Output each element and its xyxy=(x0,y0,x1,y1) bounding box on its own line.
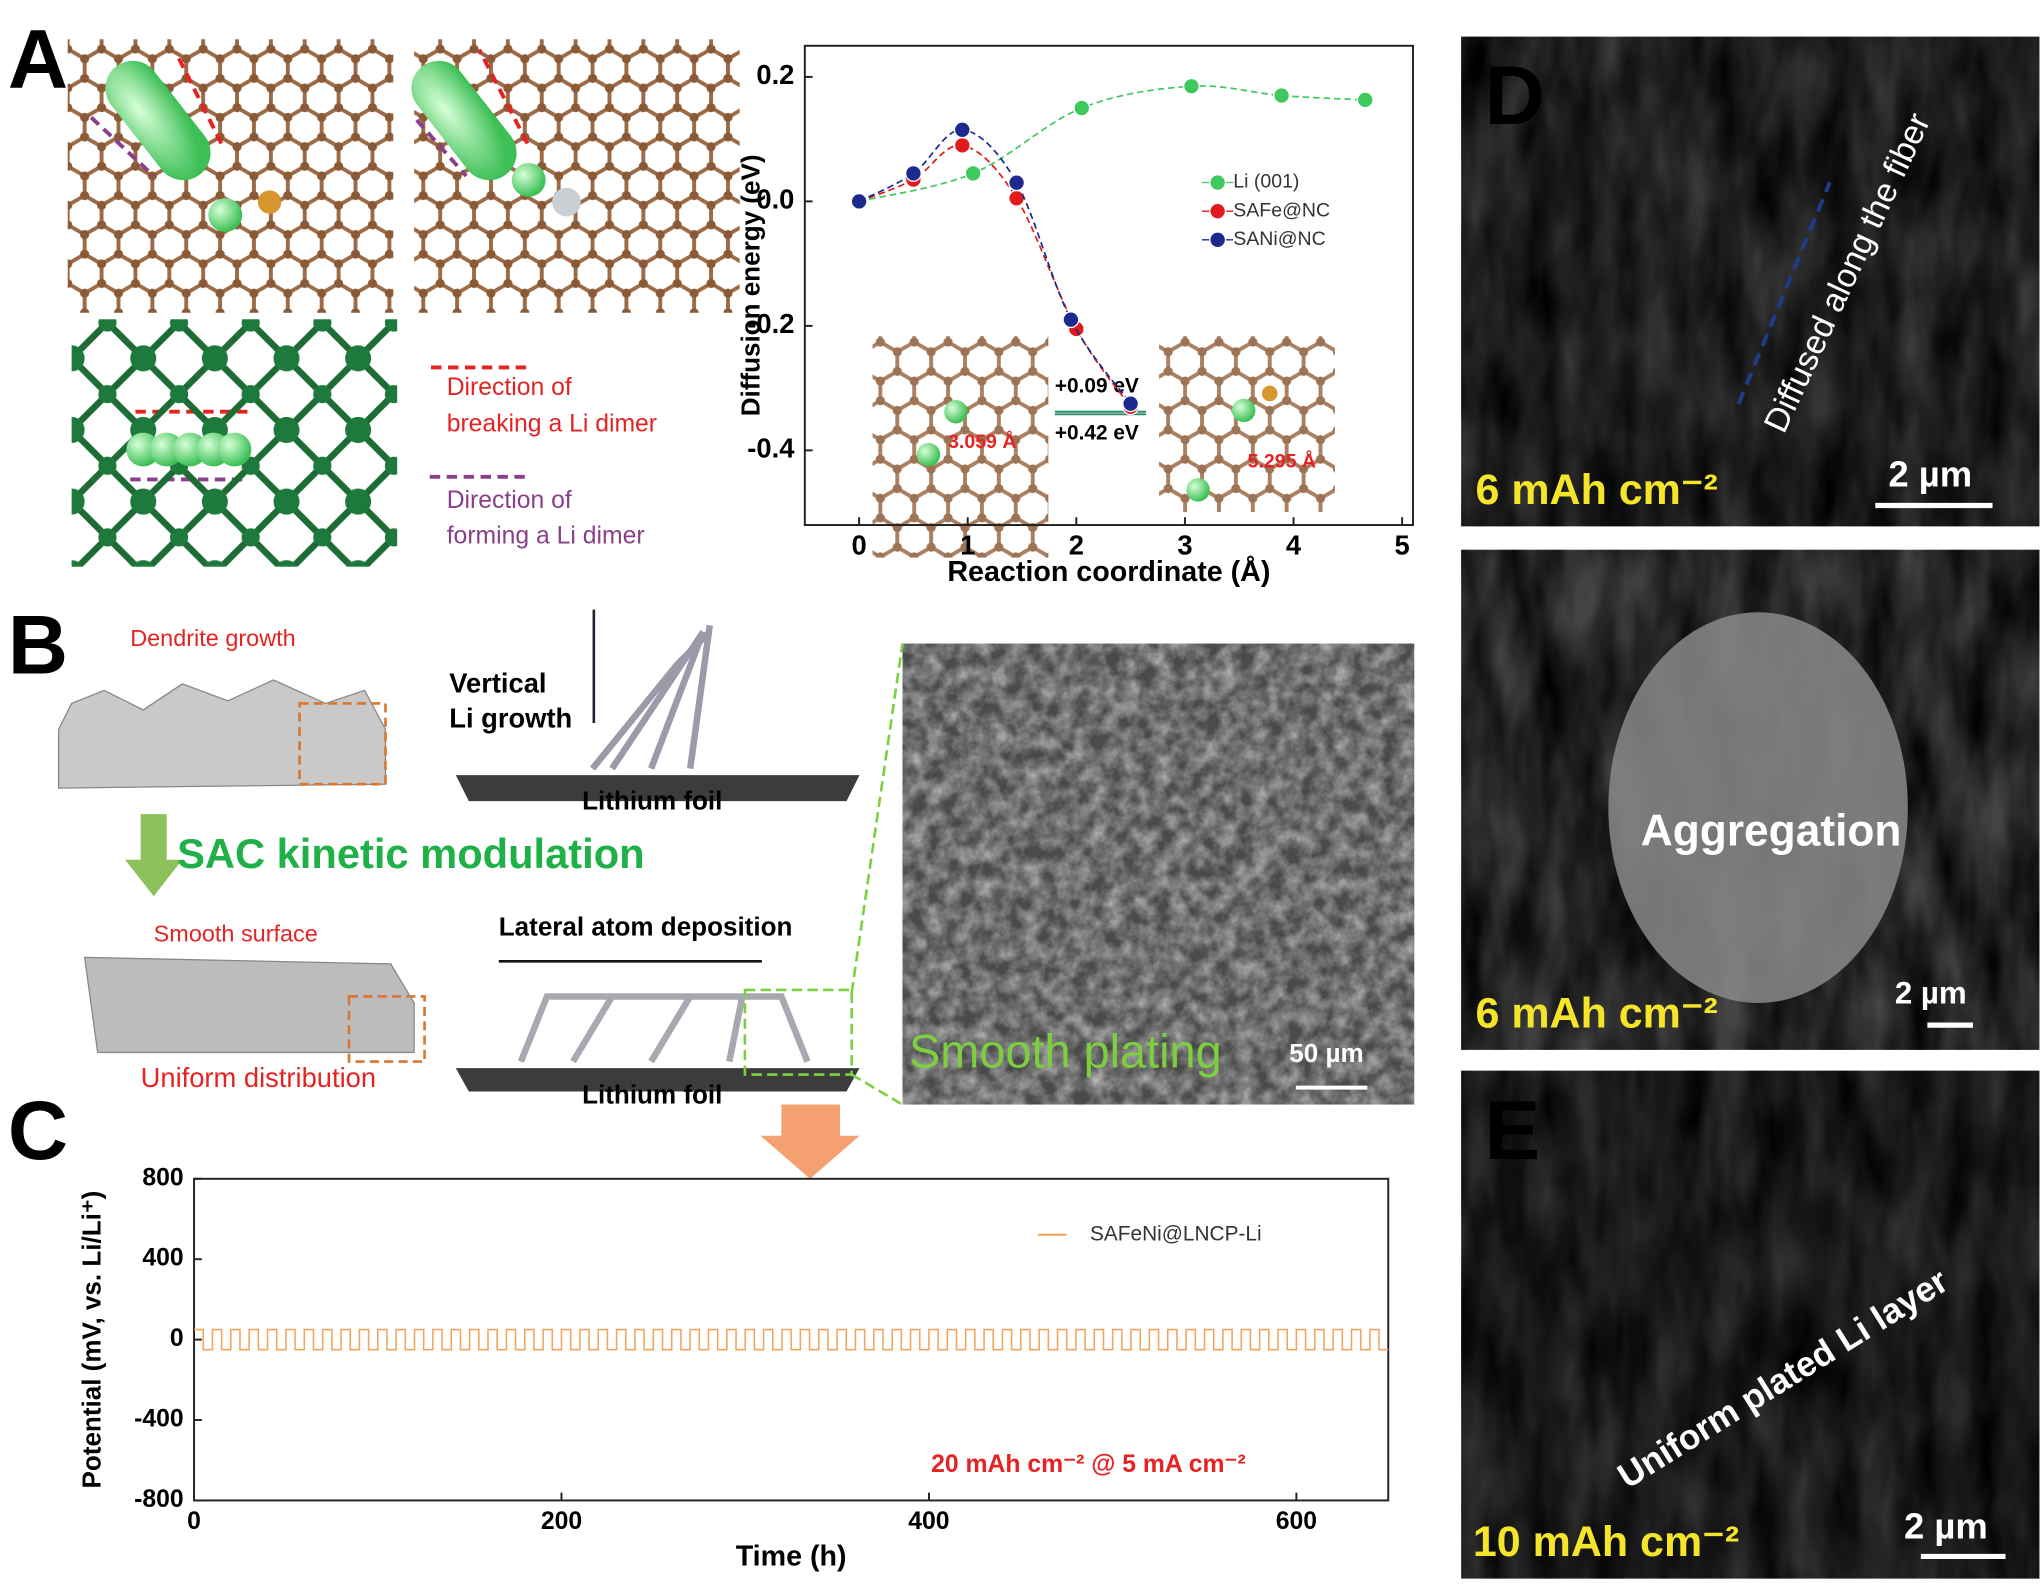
label: Li growth xyxy=(449,703,572,734)
y-axis-label: Potential (mV, vs. Li/Li⁺) xyxy=(77,1191,107,1489)
label: Lithium foil xyxy=(582,785,722,815)
x-tick-label: 5 xyxy=(1395,529,1410,560)
scale-label: 2 µm xyxy=(1904,1506,1988,1547)
arrow xyxy=(760,1104,860,1179)
series-line xyxy=(194,1328,1389,1351)
x-tick-label: 0 xyxy=(187,1508,201,1535)
sem-texture xyxy=(902,643,1415,1105)
label: Dendrite growth xyxy=(130,625,295,651)
vertical-li xyxy=(590,624,713,771)
dendrite-surface xyxy=(57,679,387,789)
legend-label: SAFe@NC xyxy=(1233,199,1330,221)
li-chain xyxy=(105,60,581,233)
label: Lithium foil xyxy=(582,1080,722,1110)
legend-marker xyxy=(1209,202,1227,220)
label: Uniform distribution xyxy=(141,1062,376,1093)
panel-label: D xyxy=(1485,49,1545,142)
legend-marker xyxy=(1209,231,1227,249)
y-tick-label: -0.2 xyxy=(747,308,794,339)
x-tick-label: 4 xyxy=(1286,529,1302,560)
label: 6 mAh cm⁻² xyxy=(1476,989,1718,1037)
data-point xyxy=(1008,189,1026,207)
label: Smooth surface xyxy=(154,920,318,946)
label: Lateral atom deposition xyxy=(499,912,793,942)
data-point xyxy=(904,164,922,182)
label: 6 mAh cm⁻² xyxy=(1476,466,1718,514)
data-point xyxy=(1356,91,1374,109)
zoom-lines xyxy=(850,643,904,1106)
annotation: 3.059 Å xyxy=(948,429,1016,453)
y-tick-label: 0 xyxy=(170,1325,184,1352)
arrow xyxy=(1736,181,1832,405)
zoom-box xyxy=(298,702,387,786)
y-tick-label: 0.2 xyxy=(756,59,794,90)
x-tick-label: 1 xyxy=(960,529,975,560)
x-tick-label: 3 xyxy=(1177,529,1192,560)
data-point xyxy=(1182,77,1200,95)
zoom-box xyxy=(347,995,426,1063)
arrow xyxy=(125,814,183,897)
y-tick-label: -400 xyxy=(134,1406,184,1433)
annotation: +0.09 eV xyxy=(1055,374,1139,397)
lateral-li xyxy=(517,993,811,1064)
data-point xyxy=(1008,174,1026,192)
legend-label: Li (001) xyxy=(1233,171,1299,193)
annotation: +0.42 eV xyxy=(1055,421,1139,444)
annotation: 20 mAh cm⁻² @ 5 mA cm⁻² xyxy=(931,1451,1246,1478)
annotation: forming a Li dimer xyxy=(447,522,645,549)
inset-structure xyxy=(872,336,1049,558)
scale-label: 50 µm xyxy=(1289,1038,1363,1068)
x-axis-label: Time (h) xyxy=(736,1540,847,1572)
annotation: Direction of xyxy=(447,487,572,514)
panel-label: C xyxy=(8,1084,68,1177)
legend-label: SANi@NC xyxy=(1233,228,1325,250)
label: Smooth plating xyxy=(909,1025,1222,1077)
legend-marker xyxy=(1209,174,1227,191)
label: Vertical xyxy=(449,667,546,698)
y-tick-label: -0.4 xyxy=(747,433,795,464)
data-point xyxy=(1273,87,1291,105)
x-tick-label: 400 xyxy=(908,1508,949,1535)
label: 10 mAh cm⁻² xyxy=(1473,1518,1739,1566)
annotation: 5.295 Å xyxy=(1248,449,1316,473)
label: SAC kinetic modulation xyxy=(177,830,645,877)
y-tick-label: 800 xyxy=(142,1164,183,1191)
legend-label: SAFeNi@LNCP-Li xyxy=(1090,1222,1262,1245)
data-point xyxy=(1122,395,1140,413)
inset-structure xyxy=(1159,336,1335,513)
x-tick-label: 200 xyxy=(541,1508,582,1535)
y-tick-label: 400 xyxy=(142,1245,183,1272)
data-point xyxy=(964,164,982,182)
annotation: breaking a Li dimer xyxy=(447,410,657,437)
li-dimer-row xyxy=(126,432,252,467)
inset-atoms xyxy=(916,385,1278,502)
data-point xyxy=(953,121,971,139)
y-tick-label: -800 xyxy=(134,1486,184,1513)
panel-label: E xyxy=(1485,1084,1541,1177)
x-tick-label: 2 xyxy=(1069,529,1084,560)
series-line xyxy=(858,128,1132,405)
x-axis-label: Reaction coordinate (Å) xyxy=(947,555,1270,588)
x-tick-label: 600 xyxy=(1276,1508,1317,1535)
foil xyxy=(455,775,860,802)
data-point xyxy=(1062,311,1080,329)
zoom-box xyxy=(743,988,854,1076)
plot-frame xyxy=(803,44,1414,527)
scale-label: 2 µm xyxy=(1895,975,1967,1010)
data-point xyxy=(953,136,971,154)
panel-label: A xyxy=(8,12,68,105)
y-tick-label: 0.0 xyxy=(756,184,794,215)
annotation: Direction of xyxy=(447,374,572,401)
data-point xyxy=(850,192,868,210)
data-point xyxy=(1073,99,1091,117)
panel-label: B xyxy=(8,598,68,691)
x-tick-label: 0 xyxy=(852,529,867,560)
smooth-surface xyxy=(83,956,415,1054)
sem-panels xyxy=(1461,36,2040,1579)
y-axis-label: Diffusion energy (eV) xyxy=(736,155,766,417)
scale-label: 2 µm xyxy=(1888,453,1972,494)
label: Aggregation xyxy=(1641,806,1902,855)
